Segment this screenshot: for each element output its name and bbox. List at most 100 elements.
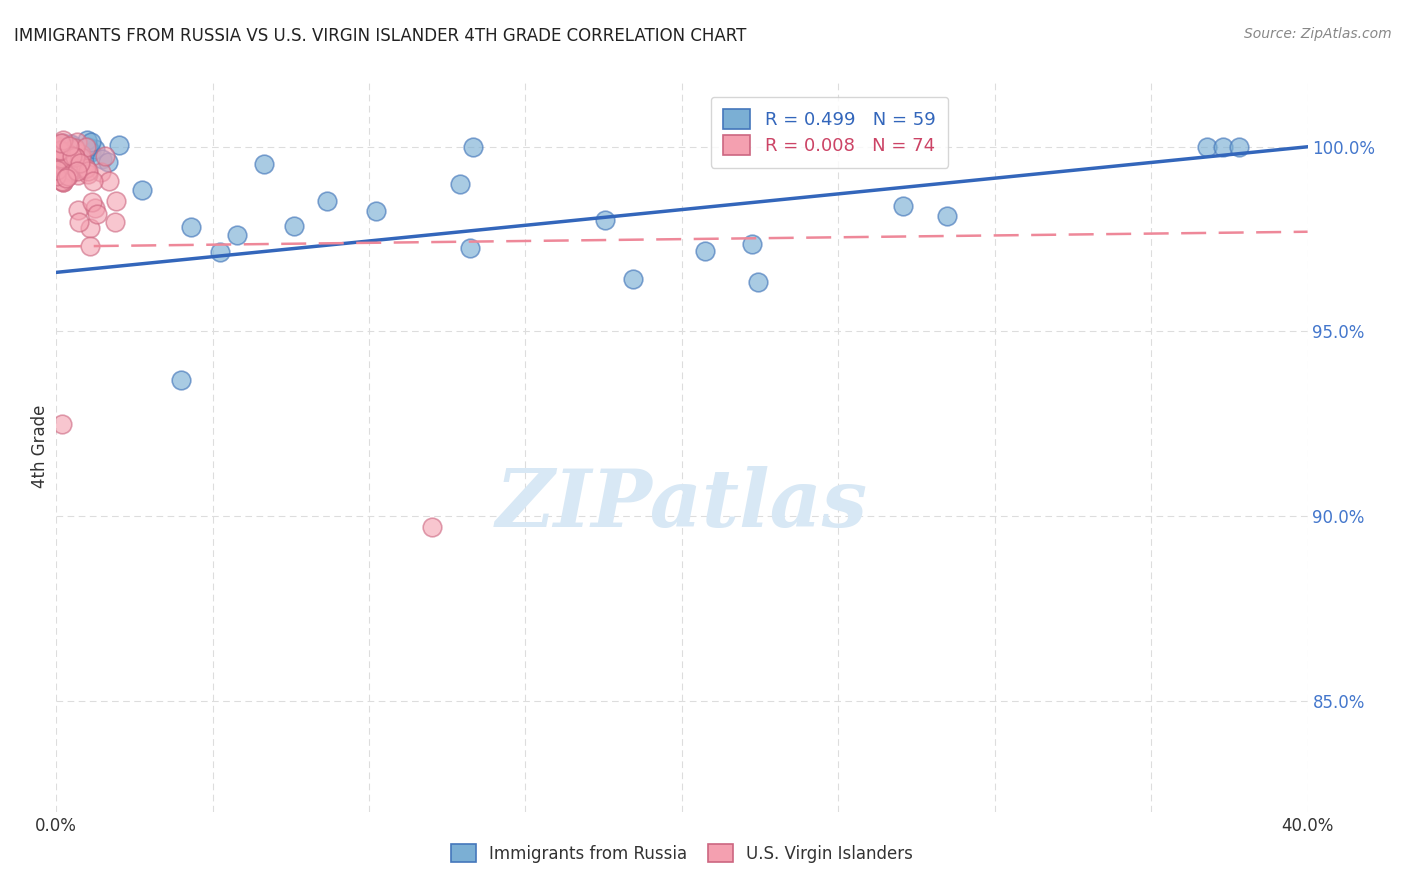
Point — [53, 168, 76, 182]
Y-axis label: 4th Grade: 4th Grade — [31, 404, 49, 488]
Point — [58, 155, 80, 169]
Point — [67, 146, 90, 161]
Point — [86, 207, 108, 221]
Point — [46, 168, 69, 182]
Point — [48, 161, 70, 176]
Point — [84, 201, 107, 215]
Text: ZIPatlas: ZIPatlas — [496, 466, 868, 543]
Point — [62, 164, 84, 178]
Point — [63, 140, 86, 154]
Point — [46, 162, 69, 177]
Point — [77, 164, 100, 178]
Point — [49, 144, 72, 158]
Point — [53, 152, 76, 166]
Point — [63, 150, 86, 164]
Point — [80, 145, 103, 159]
Point — [46, 147, 69, 161]
Point — [60, 149, 83, 163]
Point — [741, 237, 763, 252]
Point — [253, 156, 276, 170]
Point — [76, 140, 98, 154]
Point — [63, 150, 86, 164]
Point — [316, 194, 339, 208]
Point — [90, 152, 112, 166]
Point — [52, 133, 75, 147]
Point — [131, 182, 153, 196]
Point — [621, 271, 644, 285]
Point — [48, 151, 70, 165]
Legend: Immigrants from Russia, U.S. Virgin Islanders: Immigrants from Russia, U.S. Virgin Isla… — [444, 838, 920, 869]
Point — [420, 520, 443, 534]
Point — [1212, 140, 1234, 154]
Point — [366, 204, 388, 219]
Point — [82, 174, 104, 188]
Point — [1227, 140, 1250, 154]
Point — [79, 220, 101, 235]
Point — [55, 145, 77, 159]
Point — [1197, 140, 1219, 154]
Point — [450, 177, 472, 191]
Point — [53, 160, 76, 174]
Point — [66, 164, 89, 178]
Point — [79, 239, 101, 253]
Point — [70, 147, 93, 161]
Point — [170, 372, 193, 386]
Point — [49, 136, 72, 150]
Point — [82, 194, 104, 209]
Point — [46, 148, 69, 162]
Point — [67, 215, 90, 229]
Point — [59, 138, 82, 153]
Point — [60, 137, 83, 152]
Point — [209, 244, 232, 259]
Point — [55, 168, 77, 182]
Point — [76, 167, 98, 181]
Point — [73, 162, 96, 177]
Point — [76, 133, 98, 147]
Point — [45, 169, 67, 184]
Point — [891, 199, 914, 213]
Point — [90, 165, 112, 179]
Point — [51, 174, 73, 188]
Point — [52, 175, 75, 189]
Point — [67, 203, 90, 218]
Point — [55, 145, 77, 159]
Point — [225, 227, 247, 242]
Point — [94, 149, 117, 163]
Point — [66, 169, 89, 183]
Point — [45, 160, 67, 174]
Point — [98, 173, 121, 187]
Point — [46, 145, 69, 160]
Point — [593, 212, 616, 227]
Point — [283, 219, 305, 233]
Point — [52, 159, 75, 173]
Point — [45, 140, 67, 154]
Point — [70, 153, 93, 168]
Point — [52, 175, 75, 189]
Point — [84, 143, 107, 157]
Point — [58, 164, 80, 178]
Point — [69, 156, 91, 170]
Point — [63, 153, 86, 167]
Point — [180, 220, 202, 235]
Point — [693, 244, 716, 258]
Point — [108, 137, 131, 152]
Point — [58, 168, 80, 182]
Point — [51, 417, 73, 431]
Point — [53, 146, 76, 161]
Point — [49, 149, 72, 163]
Point — [70, 149, 93, 163]
Text: IMMIGRANTS FROM RUSSIA VS U.S. VIRGIN ISLANDER 4TH GRADE CORRELATION CHART: IMMIGRANTS FROM RUSSIA VS U.S. VIRGIN IS… — [14, 27, 747, 45]
Point — [53, 145, 76, 159]
Point — [51, 153, 73, 167]
Point — [45, 139, 67, 153]
Point — [58, 151, 80, 165]
Point — [66, 136, 89, 150]
Point — [49, 151, 72, 165]
Point — [49, 165, 72, 179]
Point — [105, 194, 128, 209]
Point — [747, 276, 769, 290]
Point — [55, 170, 77, 185]
Point — [49, 146, 72, 161]
Point — [58, 169, 80, 183]
Point — [97, 155, 120, 169]
